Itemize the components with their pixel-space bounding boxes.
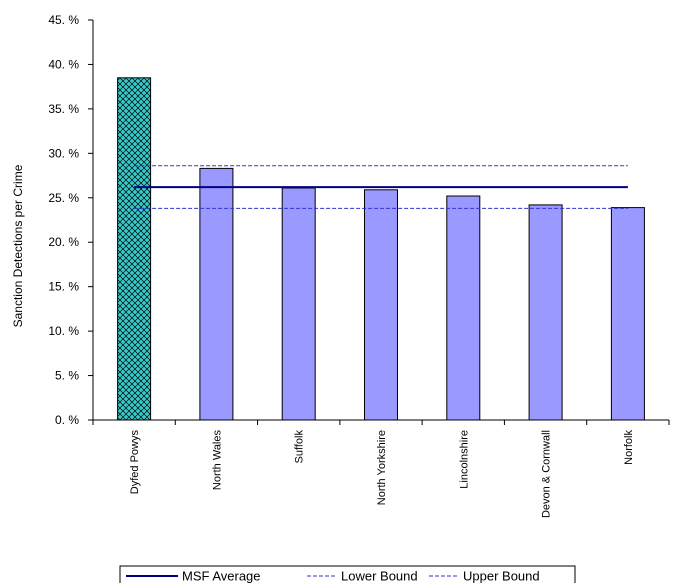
legend-label-1: Lower Bound xyxy=(341,569,418,584)
axes: 0. % 5. % 10. % 15. % 20. % 25. % 30. % 35. % 40… xyxy=(48,13,670,518)
reference-lines xyxy=(134,165,628,209)
bar-3 xyxy=(364,189,398,421)
x-tick-label-6: Norfolk xyxy=(623,430,635,465)
y-tick-label-8: 40. % xyxy=(48,57,79,71)
x-tick-label-3: North Yorkshire xyxy=(376,430,388,505)
legend-label-2: Upper Bound xyxy=(463,569,540,584)
bar-1 xyxy=(199,167,234,421)
x-tick-label-0: Dyfed Powys xyxy=(129,430,141,495)
bar-0 xyxy=(117,77,152,421)
y-tick-label-7: 35. % xyxy=(48,102,79,116)
y-tick-label-3: 15. % xyxy=(48,280,79,294)
y-tick-label-2: 10. % xyxy=(48,324,79,338)
y-axis-title: Sanction Detections per Crime xyxy=(11,164,25,327)
y-tick-label-1: 5. % xyxy=(55,369,79,383)
y-tick-label-4: 20. % xyxy=(48,235,79,249)
x-tick-label-2: Suffolk xyxy=(294,430,306,464)
y-tick-label-5: 25. % xyxy=(48,191,79,205)
bar-4 xyxy=(446,195,481,421)
x-tick-label-1: North Wales xyxy=(211,430,223,491)
y-tick-label-6: 30. % xyxy=(48,146,79,160)
y-tick-label-9: 45. % xyxy=(48,13,79,27)
plot-area xyxy=(117,77,645,421)
bar-6 xyxy=(610,207,645,421)
bar-2 xyxy=(281,187,316,421)
x-tick-label-5: Devon & Cornwall xyxy=(541,430,553,518)
legend: MSF Average Lower Bound Upper Bound xyxy=(119,565,576,587)
legend-label-0: MSF Average xyxy=(182,569,261,584)
x-tick-label-4: Lincolnshire xyxy=(458,430,470,489)
y-tick-label-0: 0. % xyxy=(55,413,79,427)
bar-5 xyxy=(528,204,563,421)
